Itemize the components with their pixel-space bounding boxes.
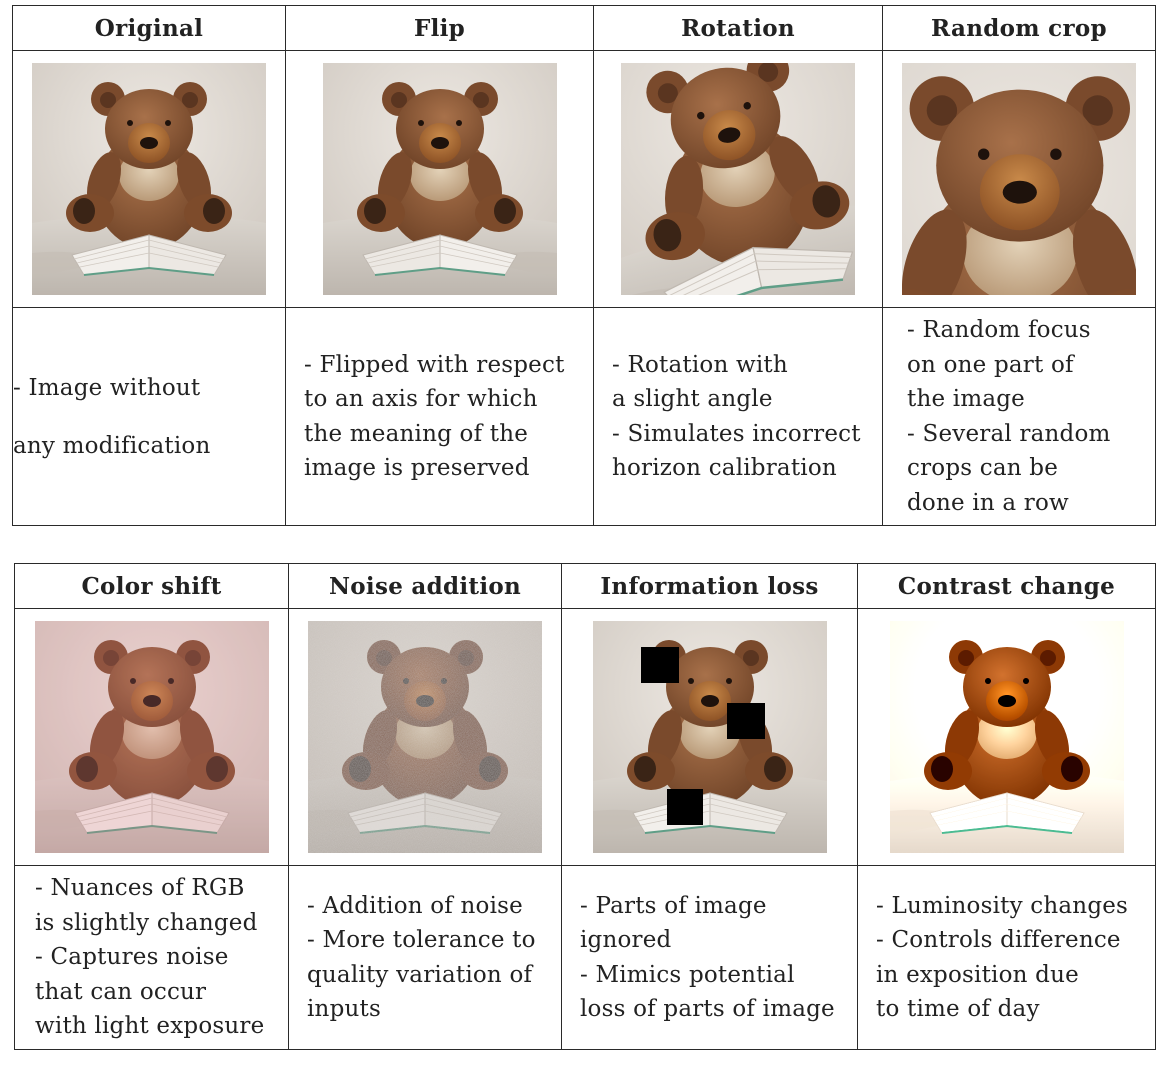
header-contrast-change: Contrast change <box>857 563 1156 609</box>
description-original: - Image without any modification <box>12 307 286 526</box>
header-noise-addition: Noise addition <box>288 563 562 609</box>
description-information-loss: - Parts of image ignored - Mimics potent… <box>561 865 858 1050</box>
teddy-bear-occluded-image <box>592 621 827 853</box>
description-line: - Simulates incorrect <box>612 420 861 447</box>
description-line: - Captures noise <box>35 944 229 971</box>
description-line: ignored <box>580 927 672 953</box>
augmentation-table-bottom: Color shift Noise addition Information l… <box>14 563 1156 1050</box>
description-line: inputs <box>307 996 381 1022</box>
header-rotation: Rotation <box>593 5 883 51</box>
description-line: - Luminosity changes <box>876 892 1129 919</box>
description-line: quality variation of <box>307 961 533 988</box>
cell-flip-image <box>285 50 594 308</box>
description-line: crops can be <box>907 455 1059 481</box>
cell-random-crop-image <box>882 50 1156 308</box>
description-line: loss of parts of image <box>580 996 835 1022</box>
description-line: - Several random <box>907 420 1111 447</box>
description-line: - Nuances of RGB <box>35 875 245 902</box>
description-line: - Flipped with respect <box>304 351 565 378</box>
description-flip: - Flipped with respect to an axis for wh… <box>285 307 594 526</box>
description-line: to time of day <box>876 996 1040 1022</box>
description-line: the meaning of the <box>304 420 529 447</box>
description-random-crop: - Random focus on one part of the image … <box>882 307 1156 526</box>
cell-noise-addition-image <box>288 608 562 866</box>
description-line: - Controls difference <box>876 927 1121 953</box>
header-color-shift: Color shift <box>14 563 289 609</box>
description-line: - Mimics potential <box>580 961 795 988</box>
description-line: with light exposure <box>35 1013 265 1040</box>
description-line: any modification <box>13 432 211 459</box>
cell-original-image <box>12 50 286 308</box>
description-line: horizon calibration <box>612 455 837 481</box>
description-line: a slight angle <box>612 386 773 412</box>
description-line: on one part of <box>907 351 1074 378</box>
header-flip: Flip <box>285 5 594 51</box>
description-line: is slightly changed <box>35 909 258 936</box>
description-noise-addition: - Addition of noise - More tolerance to … <box>288 865 562 1050</box>
teddy-bear-rotated-image <box>621 63 855 295</box>
teddy-bear-noisy-image <box>308 621 542 853</box>
augmentation-table-top: Original Flip Rotation Random crop <box>12 5 1156 526</box>
description-line: image is preserved <box>304 455 530 481</box>
description-rotation: - Rotation with a slight angle - Simulat… <box>593 307 883 526</box>
description-line: in exposition due <box>876 961 1079 988</box>
description-contrast-change: - Luminosity changes - Controls differen… <box>857 865 1156 1050</box>
teddy-bear-high-contrast-image <box>889 621 1124 853</box>
cell-color-shift-image <box>14 608 289 866</box>
teddy-bear-original-image <box>32 63 266 295</box>
cell-contrast-change-image <box>857 608 1156 866</box>
description-line: the image <box>907 386 1025 412</box>
teddy-bear-flipped-image <box>322 63 557 295</box>
cell-rotation-image <box>593 50 883 308</box>
description-line: that can occur <box>35 978 207 1005</box>
teddy-bear-color-shifted-image <box>34 621 269 853</box>
description-line: - Addition of noise <box>307 892 523 919</box>
description-line: - More tolerance to <box>307 927 536 953</box>
header-original: Original <box>12 5 286 51</box>
description-line: - Rotation with <box>612 351 788 378</box>
cell-information-loss-image <box>561 608 858 866</box>
header-information-loss: Information loss <box>561 563 858 609</box>
teddy-bear-cropped-image <box>902 63 1136 295</box>
header-random-crop: Random crop <box>882 5 1156 51</box>
description-line: - Random focus <box>907 317 1091 343</box>
description-line: to an axis for which <box>304 386 538 412</box>
description-line: - Image without <box>13 374 201 401</box>
description-color-shift: - Nuances of RGB is slightly changed - C… <box>14 865 289 1050</box>
description-line: - Parts of image <box>580 892 767 919</box>
description-line: done in a row <box>907 489 1069 516</box>
